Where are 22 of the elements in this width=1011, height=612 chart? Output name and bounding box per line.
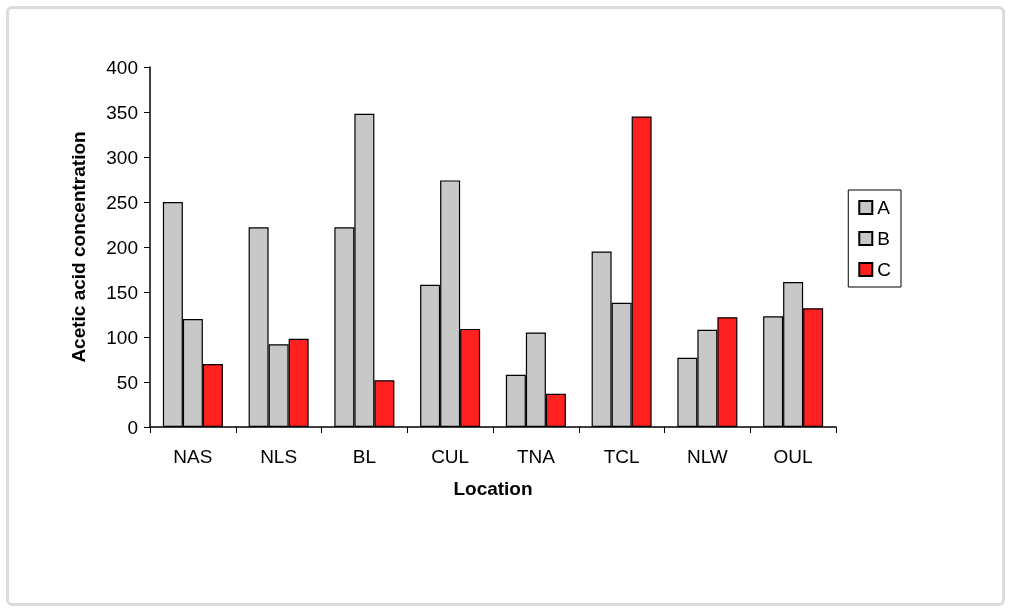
y-tick-label: 300: [106, 146, 138, 168]
x-tick-label: NAS: [173, 446, 213, 467]
legend-label: A: [877, 197, 891, 218]
x-tick-label: NLW: [686, 446, 728, 467]
y-tick-label: 400: [106, 56, 138, 78]
x-axis-title: Location: [453, 478, 533, 499]
y-axis-title: Acetic acid concentration: [68, 131, 89, 363]
legend-label: B: [877, 228, 890, 249]
y-tick-label: 50: [116, 371, 138, 393]
y-tick-label: 350: [106, 101, 138, 123]
y-tick-label: 100: [106, 326, 138, 348]
x-tick-label: NLS: [260, 446, 298, 467]
x-tick-label: TCL: [603, 446, 640, 467]
y-tick-label: 200: [106, 236, 138, 258]
legend-label: C: [877, 259, 892, 280]
y-tick-label: 250: [106, 191, 138, 213]
x-tick-label: BL: [352, 446, 376, 467]
y-tick-label: 0: [127, 416, 138, 438]
x-tick-label: OUL: [773, 446, 813, 467]
y-tick-label: 150: [106, 281, 138, 303]
x-tick-label: TNA: [516, 446, 556, 467]
x-tick-label: CUL: [431, 446, 470, 467]
